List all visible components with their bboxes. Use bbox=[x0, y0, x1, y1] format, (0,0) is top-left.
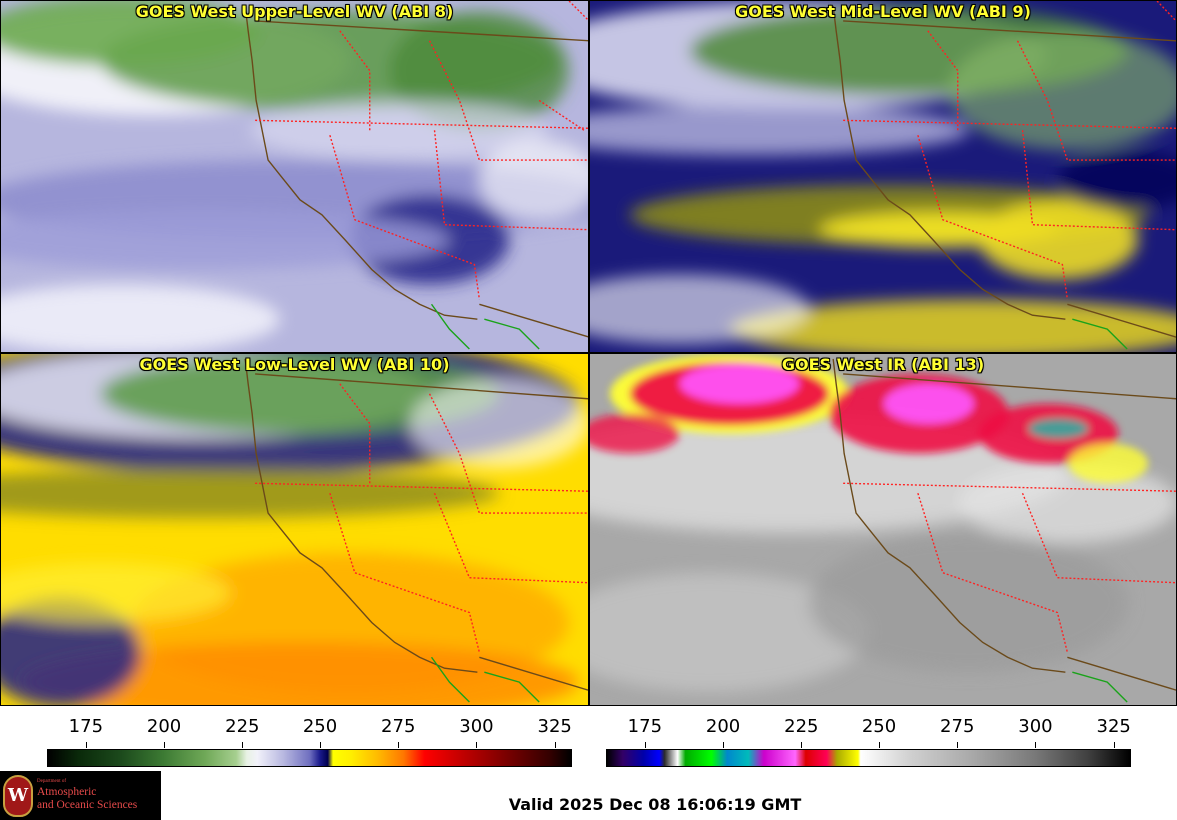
colorbar-tick-label: 325 bbox=[1096, 716, 1131, 737]
mid-level-wv-panel: GOES West Mid-Level WV (ABI 9) bbox=[589, 0, 1177, 353]
colorbar-tick-mark bbox=[476, 742, 478, 748]
colorbar-tick-mark bbox=[723, 742, 725, 748]
logo-text: Department of Atmospheric and Oceanic Sc… bbox=[37, 779, 137, 812]
colorbar-tick-mark bbox=[554, 742, 556, 748]
colorbar-tick-label: 250 bbox=[302, 716, 338, 737]
panel-title: GOES West Mid-Level WV (ABI 9) bbox=[735, 2, 1031, 21]
panel-title: GOES West IR (ABI 13) bbox=[781, 355, 985, 374]
logo-line-2: and Oceanic Sciences bbox=[37, 799, 138, 811]
colorbar-tick-label: 225 bbox=[225, 716, 260, 737]
colorbar-tick-label: 250 bbox=[861, 716, 897, 737]
upper-level-wv-image bbox=[1, 1, 588, 352]
colorbar-tick-mark bbox=[801, 742, 803, 748]
colorbar-tick-mark bbox=[1035, 742, 1037, 748]
colorbar-tick-mark bbox=[957, 742, 959, 748]
colorbar-tick-label: 300 bbox=[459, 716, 494, 737]
ir-colorbar-ticks: 175 200 225 250 275 300 325 bbox=[606, 716, 1131, 740]
colorbar-tick-label: 175 bbox=[627, 716, 663, 737]
upper-level-wv-panel: GOES West Upper-Level WV (ABI 8) bbox=[0, 0, 589, 353]
colorbar-tick-label: 300 bbox=[1018, 716, 1053, 737]
colorbar-tick-mark bbox=[85, 742, 87, 748]
colorbar-tick-mark bbox=[242, 742, 244, 748]
wv-colorbar-gradient bbox=[47, 749, 572, 767]
ir-colorbar-gradient bbox=[606, 749, 1131, 767]
uw-seal-icon: W bbox=[3, 774, 33, 817]
infrared-image bbox=[590, 354, 1176, 705]
colorbar-tick-mark bbox=[164, 742, 166, 748]
logo-line-0: Department of bbox=[37, 779, 67, 784]
colorbar-tick-label: 200 bbox=[146, 716, 182, 737]
colorbar-tick-label: 225 bbox=[784, 716, 819, 737]
aos-logo[interactable]: W Department of Atmospheric and Oceanic … bbox=[0, 771, 161, 820]
wv-colorbar-ticks: 175 200 225 250 275 300 325 bbox=[47, 716, 572, 740]
low-level-wv-image bbox=[1, 354, 588, 705]
low-level-wv-panel: GOES West Low-Level WV (ABI 10) bbox=[0, 353, 589, 706]
ir-colorbar: 175 200 225 250 275 300 325 bbox=[606, 716, 1131, 770]
colorbar-tick-mark bbox=[644, 742, 646, 748]
colorbar-tick-mark bbox=[1113, 742, 1115, 748]
colorbar-tick-label: 200 bbox=[705, 716, 741, 737]
colorbar-tick-label: 175 bbox=[68, 716, 104, 737]
colorbar-tick-mark bbox=[879, 742, 880, 748]
infrared-panel: GOES West IR (ABI 13) bbox=[589, 353, 1177, 706]
colorbar-tick-label: 275 bbox=[940, 716, 975, 737]
wv-colorbar: 175 200 225 250 275 300 325 bbox=[47, 716, 572, 770]
colorbar-tick-mark bbox=[398, 742, 400, 748]
panel-title: GOES West Low-Level WV (ABI 10) bbox=[139, 355, 450, 374]
mid-level-wv-image bbox=[590, 1, 1176, 352]
valid-time: Valid 2025 Dec 08 16:06:19 GMT bbox=[508, 795, 802, 814]
colorbar-tick-label: 275 bbox=[381, 716, 416, 737]
panel-title: GOES West Upper-Level WV (ABI 8) bbox=[135, 2, 454, 21]
logo-line-1: Atmospheric bbox=[37, 786, 97, 798]
colorbar-tick-label: 325 bbox=[537, 716, 572, 737]
colorbar-tick-mark bbox=[320, 742, 321, 748]
